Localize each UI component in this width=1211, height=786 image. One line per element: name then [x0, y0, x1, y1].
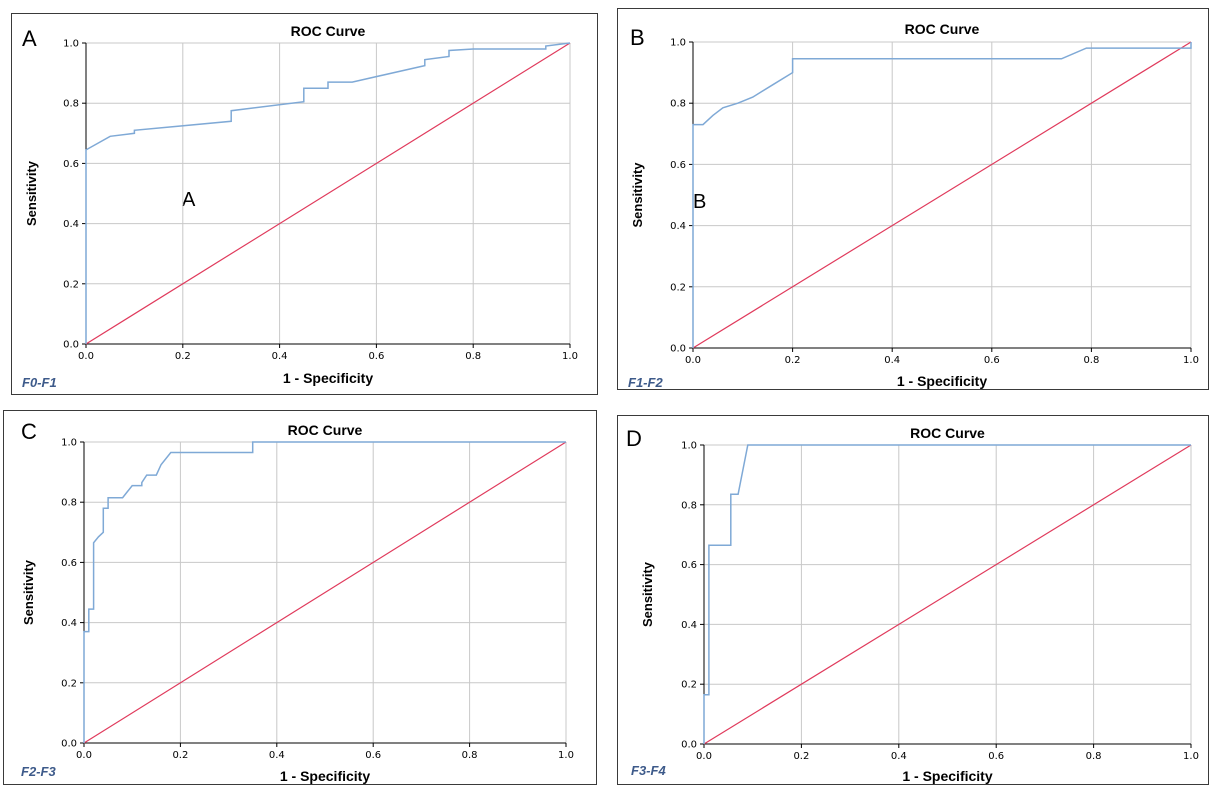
x-tick-label: 0.8 [465, 351, 481, 362]
y-axis-label: Sensitivity [21, 559, 36, 625]
x-tick-label: 0.4 [272, 351, 288, 362]
roc-panel-b: B B F1-F2 0.0 0.2 0.4 0.6 0.8 1.0 0.0 0.2 0.4 0.6… [617, 8, 1209, 390]
x-tick-label: 0.4 [891, 751, 907, 762]
comparison-tag-f0-f1: F0-F1 [22, 375, 57, 390]
x-tick-label: 0.2 [175, 351, 191, 362]
x-tick-label: 0.6 [984, 355, 1000, 366]
x-tick-label: 0.4 [269, 750, 285, 761]
chart-title: ROC Curve [291, 23, 366, 39]
x-tick-label: 0.0 [76, 750, 92, 761]
panel-letter-d: D [626, 426, 642, 451]
chart-title: ROC Curve [905, 21, 980, 37]
y-tick-label: 0.0 [670, 344, 686, 355]
x-tick-label: 0.8 [1086, 751, 1102, 762]
x-tick-label: 0.8 [1083, 355, 1099, 366]
roc-chart-d: 0.0 0.2 0.4 0.6 0.8 1.0 0.0 0.2 0.4 0.6 0.8 1.0 ROC … [640, 425, 1199, 784]
roc-curve [83, 441, 566, 743]
chart-title: ROC Curve [288, 422, 363, 438]
x-tick-label: 0.0 [685, 355, 701, 366]
comparison-tag-f2-f3: F2-F3 [21, 764, 56, 779]
roc-chart-b: 0.0 0.2 0.4 0.6 0.8 1.0 0.0 0.2 0.4 0.6 0.8 1.0 ROC … [630, 21, 1199, 389]
x-axis-label: 1 - Specificity [280, 768, 370, 784]
x-axis-label: 1 - Specificity [897, 373, 987, 389]
x-tick-label: 0.8 [462, 750, 478, 761]
reference-line [692, 41, 1192, 349]
x-tick-label: 1.0 [558, 750, 574, 761]
y-tick-label: 0.0 [63, 340, 79, 351]
y-axis-label: Sensitivity [640, 561, 655, 627]
reference-line [85, 42, 571, 345]
y-tick-label: 1.0 [681, 441, 697, 452]
y-tick-label: 0.4 [670, 221, 686, 232]
y-tick-label: 0.2 [61, 678, 77, 689]
y-tick-label: 0.6 [670, 160, 686, 171]
x-tick-label: 1.0 [1183, 751, 1199, 762]
inner-letter-b: B [693, 191, 707, 213]
x-tick-label: 1.0 [1183, 355, 1199, 366]
x-tick-label: 0.0 [696, 751, 712, 762]
y-tick-label: 0.0 [61, 739, 77, 750]
y-tick-label: 0.8 [61, 498, 77, 509]
y-tick-label: 0.0 [681, 740, 697, 751]
x-axis-label: 1 - Specificity [902, 768, 992, 784]
x-tick-label: 0.2 [785, 355, 801, 366]
y-tick-label: 1.0 [63, 39, 79, 50]
panel-letter-a: A [22, 26, 37, 51]
y-tick-label: 0.6 [63, 159, 79, 170]
roc-curve [85, 42, 571, 344]
x-tick-label: 0.2 [172, 750, 188, 761]
x-axis-label: 1 - Specificity [283, 370, 373, 386]
roc-panel-c: C F2-F3 0.0 0.2 0.4 0.6 0.8 1.0 0.0 0.2 0.4 0.6 0.… [3, 410, 597, 785]
roc-curve [692, 42, 1192, 348]
y-tick-label: 0.8 [681, 500, 697, 511]
y-tick-label: 0.2 [63, 279, 79, 290]
y-tick-label: 0.6 [681, 560, 697, 571]
x-tick-label: 1.0 [562, 351, 578, 362]
y-tick-label: 0.4 [63, 219, 79, 230]
y-tick-label: 0.4 [681, 620, 697, 631]
reference-line [703, 444, 1192, 745]
panel-letter-b: B [630, 25, 645, 50]
y-tick-label: 0.8 [670, 99, 686, 110]
comparison-tag-f1-f2: F1-F2 [628, 375, 663, 390]
roc-curve [703, 444, 1191, 744]
y-tick-label: 0.4 [61, 618, 77, 629]
y-tick-label: 0.2 [681, 680, 697, 691]
chart-title: ROC Curve [910, 425, 985, 441]
inner-letter-a: A [182, 189, 196, 211]
y-axis-label: Sensitivity [24, 160, 39, 226]
x-tick-label: 0.4 [884, 355, 900, 366]
roc-panel-a: A A F0-F1 0.0 0.2 0.4 0.6 0.8 1.0 0.0 0.2 0.4 0.6… [11, 13, 598, 395]
x-tick-label: 0.0 [78, 351, 94, 362]
roc-chart-a: 0.0 0.2 0.4 0.6 0.8 1.0 0.0 0.2 0.4 0.6 0.8 1.0 ROC … [24, 23, 578, 386]
reference-line [83, 441, 567, 744]
roc-panel-d: D F3-F4 0.0 0.2 0.4 0.6 0.8 1.0 0.0 0.2 0.4 0.6 0.… [617, 415, 1209, 785]
roc-chart-c: 0.0 0.2 0.4 0.6 0.8 1.0 0.0 0.2 0.4 0.6 0.8 1.0 ROC … [21, 422, 574, 784]
x-tick-label: 0.2 [793, 751, 809, 762]
comparison-tag-f3-f4: F3-F4 [631, 763, 666, 778]
y-tick-label: 1.0 [670, 38, 686, 49]
y-tick-label: 0.6 [61, 558, 77, 569]
y-tick-label: 1.0 [61, 438, 77, 449]
x-tick-label: 0.6 [368, 351, 384, 362]
panel-letter-c: C [21, 419, 37, 444]
x-tick-label: 0.6 [365, 750, 381, 761]
y-tick-label: 0.2 [670, 282, 686, 293]
y-axis-label: Sensitivity [630, 162, 645, 228]
x-tick-label: 0.6 [988, 751, 1004, 762]
y-tick-label: 0.8 [63, 99, 79, 110]
